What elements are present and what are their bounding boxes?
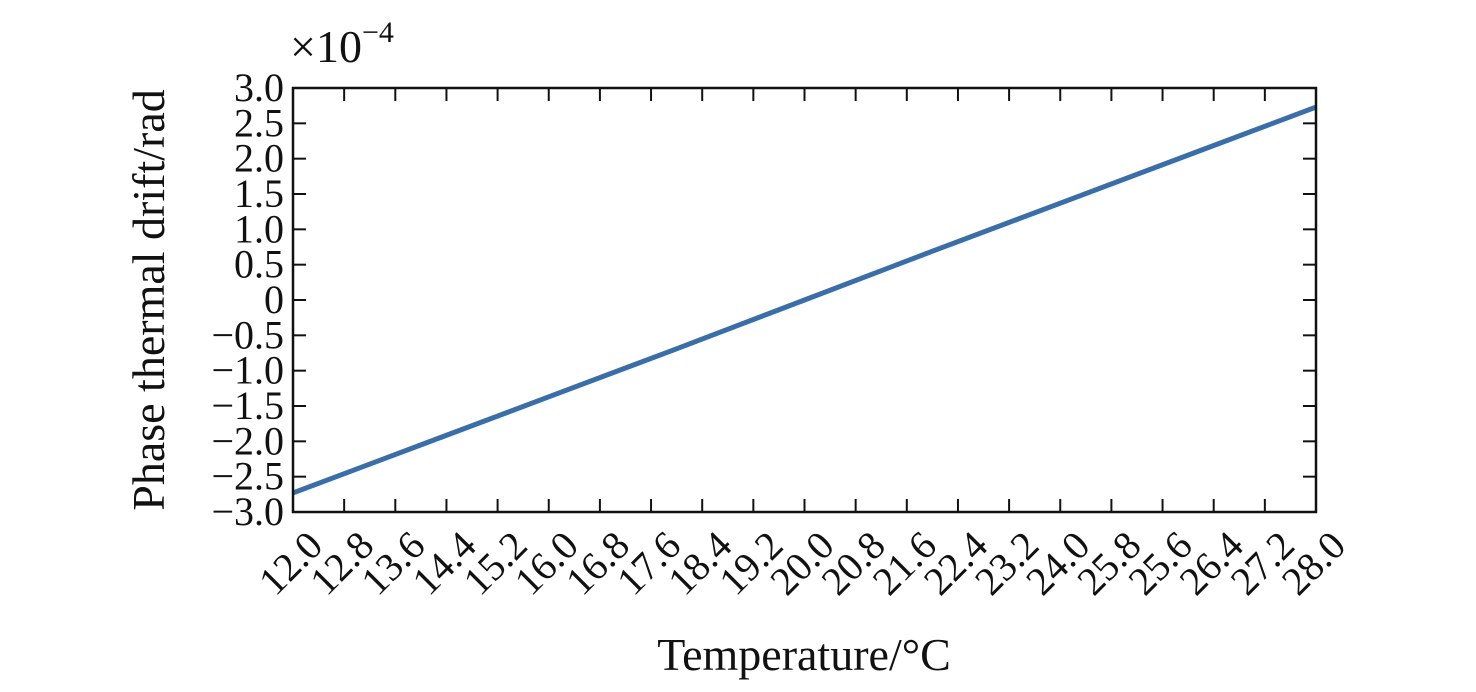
y-tick-label: −1.5: [211, 383, 284, 428]
x-tick-label: 28.0: [1273, 522, 1354, 603]
y-tick-label: −2.5: [211, 454, 284, 499]
y-axis-title: Phase thermal drift/rad: [123, 89, 174, 511]
y-tick-label: −2.0: [211, 418, 284, 463]
y-tick-label: −3.0: [211, 489, 284, 534]
y-tick-label: 2.5: [234, 100, 284, 145]
y-tick-label: 1.0: [234, 206, 284, 251]
y-tick-label: −0.5: [211, 312, 284, 357]
plot-frame: [291, 86, 1318, 514]
multiplier-exponent: −4: [362, 16, 394, 49]
y-tick-label: 3.0: [234, 65, 284, 110]
y-tick-label: 0: [264, 277, 284, 322]
y-axis-multiplier: ×10−4: [290, 16, 394, 72]
y-tick-label: 2.0: [234, 136, 284, 181]
y-tick-label: 1.5: [234, 171, 284, 216]
multiplier-base: ×10: [290, 21, 362, 72]
y-tick-label: −1.0: [211, 348, 284, 393]
y-tick-label: 0.5: [234, 242, 284, 287]
x-axis-title: Temperature/°C: [657, 629, 951, 680]
series-line: [293, 104, 1316, 496]
